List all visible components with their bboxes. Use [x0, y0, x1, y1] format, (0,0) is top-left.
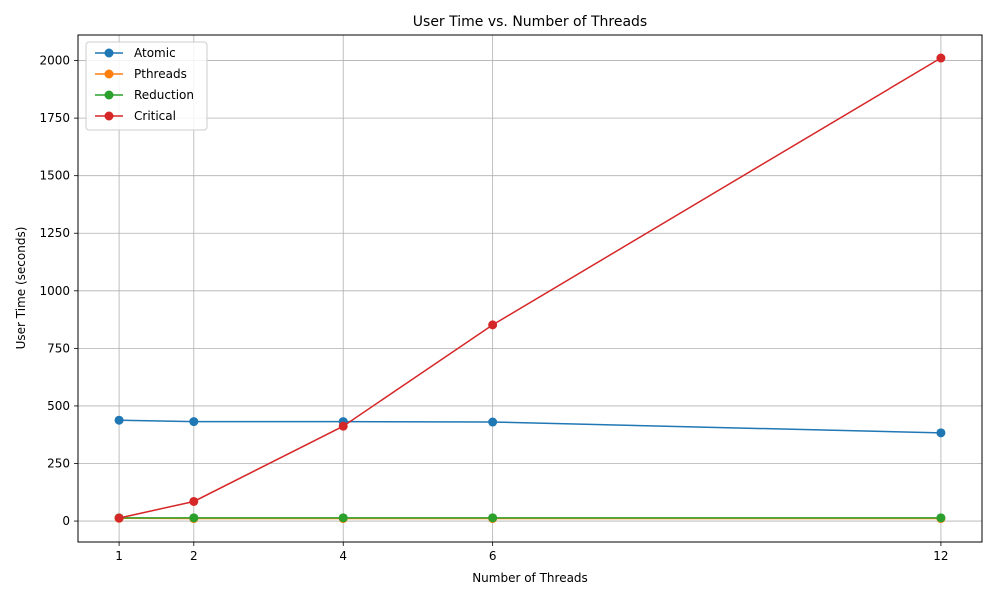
data-point-atomic	[936, 428, 945, 437]
x-tick-label: 2	[190, 549, 198, 563]
y-tick-label: 1000	[39, 284, 70, 298]
y-tick-label: 1750	[39, 111, 70, 125]
y-tick-label: 250	[47, 456, 70, 470]
y-tick-label: 1250	[39, 226, 70, 240]
series-lines	[115, 54, 946, 523]
data-point-reduction	[189, 513, 198, 522]
data-point-atomic	[189, 417, 198, 426]
chart-title: User Time vs. Number of Threads	[413, 14, 647, 30]
data-point-critical	[189, 497, 198, 506]
legend-label-atomic: Atomic	[134, 46, 176, 60]
data-point-critical	[488, 320, 497, 329]
y-axis-label: User Time (seconds)	[14, 227, 28, 350]
data-point-atomic	[488, 418, 497, 427]
data-point-critical	[115, 514, 124, 523]
data-point-reduction	[936, 513, 945, 522]
plot-frame	[78, 35, 982, 542]
series-line-critical	[119, 58, 941, 518]
legend-label-critical: Critical	[134, 109, 176, 123]
y-tick-label: 750	[47, 341, 70, 355]
legend-marker-reduction	[105, 91, 114, 100]
x-tick-label: 1	[115, 549, 123, 563]
y-tick-label: 500	[47, 399, 70, 413]
data-point-critical	[339, 422, 348, 431]
legend-marker-pthreads	[105, 70, 114, 79]
data-point-critical	[936, 54, 945, 63]
x-axis-label: Number of Threads	[472, 571, 588, 585]
data-point-reduction	[339, 513, 348, 522]
x-tick-label: 12	[933, 549, 948, 563]
x-tick-label: 4	[339, 549, 347, 563]
legend-label-reduction: Reduction	[134, 88, 194, 102]
y-tick-label: 0	[62, 514, 70, 528]
data-point-reduction	[488, 513, 497, 522]
series-line-atomic	[119, 420, 941, 433]
y-tick-label: 2000	[39, 54, 70, 68]
x-tick-label: 6	[489, 549, 497, 563]
legend-marker-critical	[105, 112, 114, 121]
y-tick-label: 1500	[39, 169, 70, 183]
data-point-atomic	[115, 416, 124, 425]
grid-lines	[78, 35, 982, 542]
legend-marker-atomic	[105, 49, 114, 58]
legend-label-pthreads: Pthreads	[134, 67, 187, 81]
legend: Atomic Pthreads Reduction Critical	[86, 42, 207, 130]
